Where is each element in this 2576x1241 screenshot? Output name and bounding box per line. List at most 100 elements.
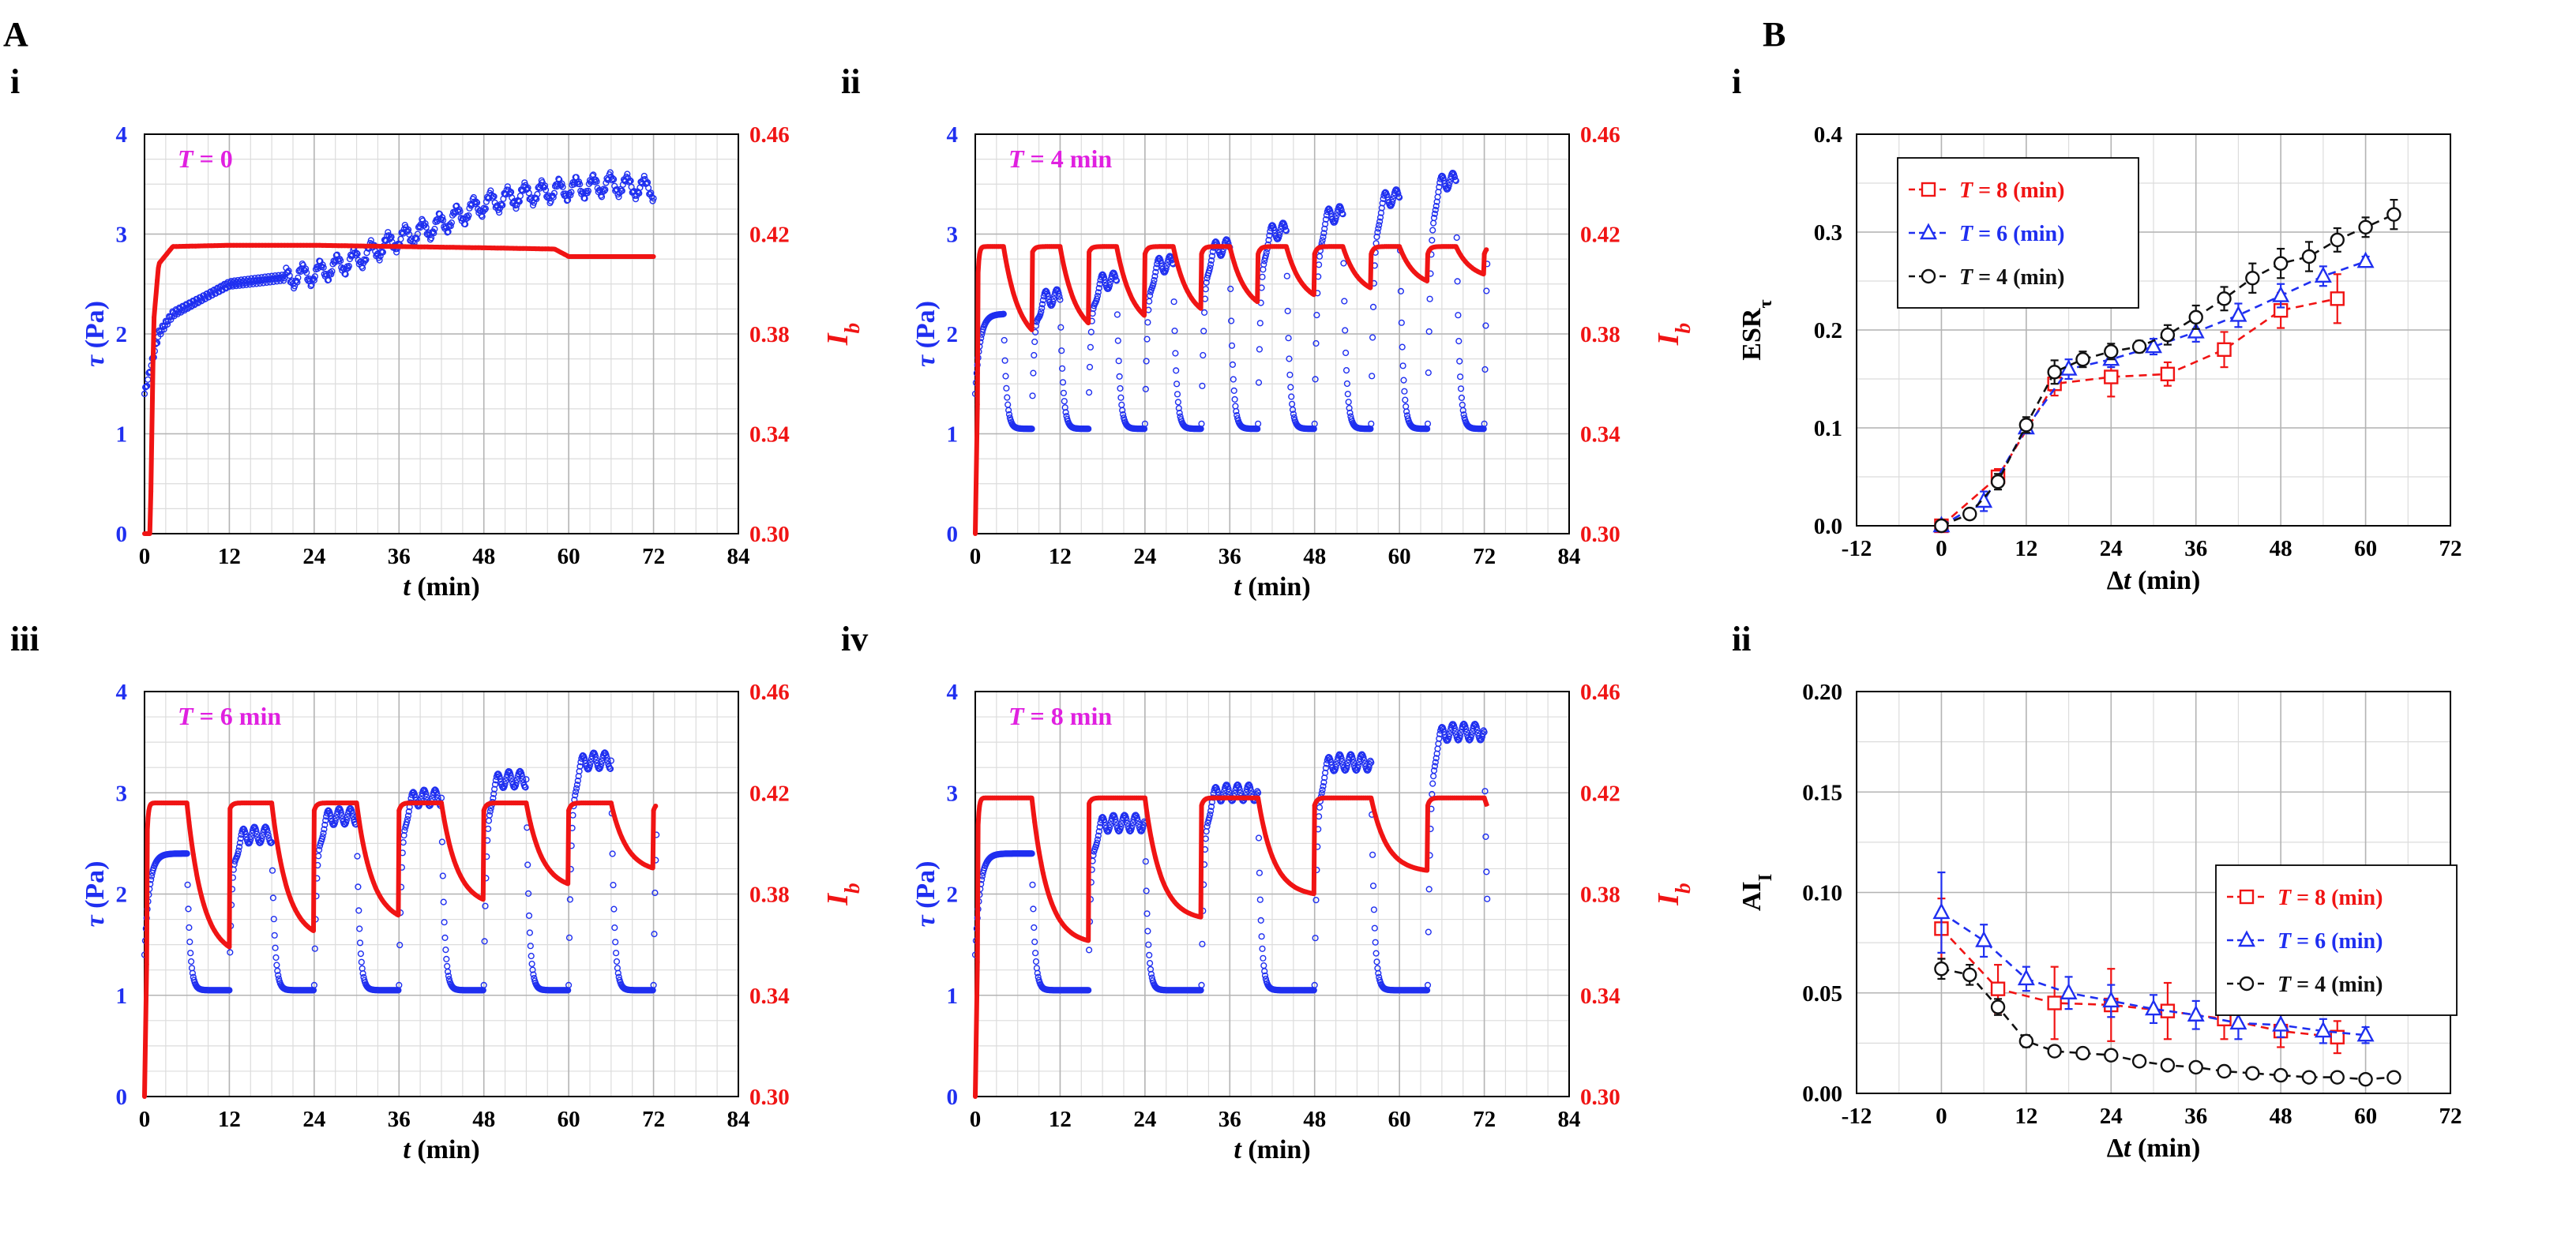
ib-point — [227, 945, 231, 950]
tau-point — [528, 943, 533, 949]
ib-point — [365, 860, 370, 864]
ib-point — [356, 815, 361, 820]
data-marker-circle — [2048, 1045, 2061, 1058]
y-tick-label: 0.20 — [1802, 680, 1842, 705]
chart-a-iv: 0 12 24 36 48 60 72 84012340.300.340.380.420.46… — [841, 620, 1695, 1164]
tau-point — [1258, 918, 1264, 924]
tau-point — [1233, 403, 1238, 409]
x-tick-label: 72 — [1473, 544, 1496, 569]
x-tick-label: 84 — [727, 544, 750, 569]
data-marker-circle — [1935, 962, 1947, 975]
x-tick-label: 48 — [2270, 1104, 2292, 1129]
tau-point — [227, 950, 233, 955]
ib-point — [1016, 303, 1020, 308]
tau-point — [486, 818, 492, 823]
ib-point — [195, 876, 200, 881]
ib-point — [1071, 295, 1076, 300]
ib-point — [395, 912, 400, 917]
tau-point — [613, 939, 618, 945]
ib-point — [1397, 244, 1402, 249]
tau-point — [443, 947, 449, 953]
tau-point — [1199, 421, 1204, 426]
tau-point — [1370, 852, 1376, 857]
tau-point — [1145, 320, 1151, 325]
data-marker-triangle — [1977, 933, 1991, 947]
y-left-tick-label: 0 — [116, 1085, 128, 1110]
ib-point — [1264, 834, 1268, 839]
ib-point — [146, 808, 151, 813]
series-line — [1941, 298, 2337, 526]
data-marker-circle — [2133, 340, 2146, 353]
ib-point — [618, 830, 622, 834]
tau-point — [1232, 397, 1237, 403]
ib-point — [1260, 815, 1264, 820]
ib-point — [454, 864, 459, 868]
tau-point — [1256, 380, 1262, 385]
ib-point — [1267, 849, 1272, 853]
ib-point — [524, 800, 528, 805]
y-left-tick-label: 1 — [116, 422, 128, 448]
ib-point — [1158, 871, 1162, 875]
tau-point — [1317, 804, 1323, 810]
data-marker-square — [2048, 996, 2061, 1009]
data-marker-circle — [2105, 1049, 2117, 1062]
ib-point — [367, 868, 372, 872]
ib-point — [200, 895, 205, 900]
ib-point — [1425, 868, 1429, 873]
tau-point — [529, 962, 535, 967]
ib-point — [1227, 244, 1232, 249]
ib-point — [1173, 251, 1177, 256]
tau-point — [1031, 906, 1036, 912]
tau-point — [1203, 287, 1208, 292]
ib-point — [148, 489, 153, 493]
x-tick-label: 72 — [2439, 536, 2462, 561]
tau-point — [518, 193, 524, 199]
chart-a-ii: 0 12 24 36 48 60 72 84012340.300.340.380.420.46… — [841, 62, 1695, 602]
tau-point — [1425, 983, 1431, 988]
ib-point — [539, 853, 543, 858]
tau-point — [1087, 947, 1092, 953]
y-left-tick-label: 4 — [116, 122, 128, 148]
ib-point — [441, 814, 446, 819]
ib-point — [1035, 835, 1039, 840]
ib-point — [1032, 819, 1037, 824]
ib-point — [1153, 856, 1158, 860]
tau-point — [1459, 403, 1465, 408]
tau-point — [1115, 338, 1121, 343]
ib-point — [278, 858, 283, 863]
ib-point — [161, 256, 166, 261]
x-tick-label: 48 — [2270, 536, 2292, 561]
x-tick-label: 60 — [558, 544, 580, 569]
data-marker-triangle — [2062, 985, 2076, 999]
ib-point — [288, 898, 293, 902]
ib-point — [1001, 244, 1005, 249]
y-right-tick-label: 0.38 — [749, 322, 790, 347]
data-marker-triangle — [2359, 253, 2373, 267]
tau-point — [1087, 390, 1092, 396]
ib-point — [1031, 802, 1035, 807]
ib-point — [189, 837, 193, 842]
ib-point — [1484, 247, 1489, 252]
ib-point — [1179, 273, 1184, 278]
y-left-tick-label: 3 — [947, 781, 959, 806]
ib-point — [975, 960, 980, 965]
tau-point — [482, 939, 487, 944]
tau-point — [1147, 298, 1152, 304]
tau-point — [1256, 421, 1261, 426]
ib-point — [280, 868, 285, 873]
ib-point — [193, 865, 198, 870]
x-axis-label: t (min) — [403, 572, 479, 602]
legend-label: T = 6 (min) — [1959, 222, 2064, 246]
y-left-tick-label: 0 — [947, 522, 959, 547]
ib-point — [269, 800, 274, 805]
y-left-tick-label: 1 — [947, 422, 959, 448]
tau-point — [527, 913, 532, 919]
tau-point — [1454, 235, 1459, 241]
ib-point — [528, 821, 533, 826]
tau-point — [185, 882, 190, 887]
y-left-tick-label: 3 — [947, 223, 959, 248]
tau-point — [525, 862, 531, 868]
ib-point — [1294, 270, 1298, 275]
ib-point — [1121, 275, 1126, 279]
tau-point — [1175, 392, 1181, 397]
